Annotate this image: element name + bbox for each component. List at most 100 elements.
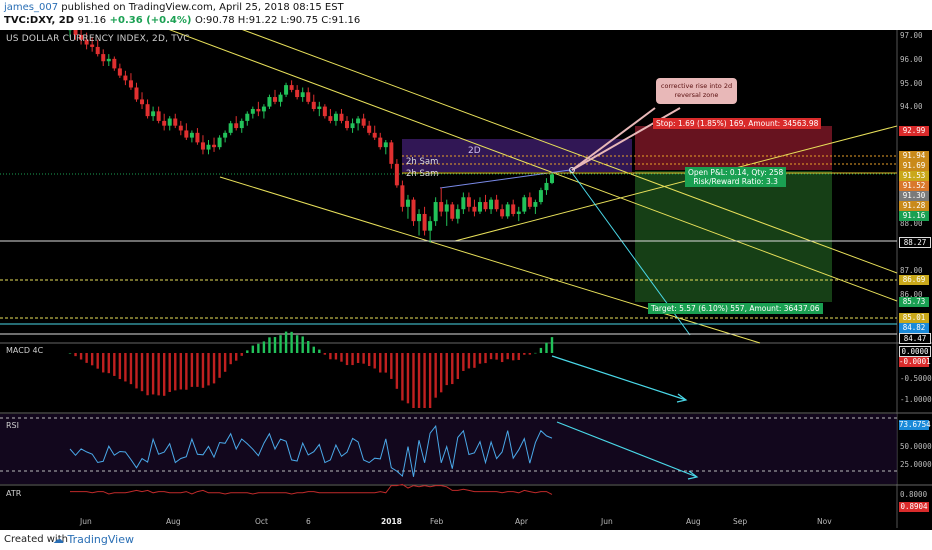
macd-bar <box>345 353 349 366</box>
macd-bar <box>462 353 465 371</box>
candle <box>73 30 78 35</box>
macd-bar <box>373 353 376 369</box>
macd-bar <box>329 353 332 360</box>
rsi-axis-label: 50.0000 <box>900 442 932 451</box>
macd-bar <box>135 353 138 389</box>
macd-bar <box>401 353 404 401</box>
date-label: Jun <box>80 517 92 526</box>
candle <box>533 202 538 207</box>
macd-bar <box>223 353 227 372</box>
macd-title: MACD 4C <box>6 346 44 355</box>
macd-bar <box>85 353 88 363</box>
candle <box>134 87 139 100</box>
macd-arrow-head <box>676 393 688 403</box>
annotation-callout[interactable]: corrective rise into 2d reversal zone <box>656 78 737 104</box>
macd-bar <box>229 353 232 365</box>
macd-bar <box>334 353 338 360</box>
candle <box>433 202 438 222</box>
price-tag: 91.53 <box>899 171 929 181</box>
candle <box>300 92 305 98</box>
macd-bar <box>451 353 454 385</box>
candle <box>151 111 156 117</box>
price-axis-label: 94.00 <box>900 102 923 111</box>
price-axis-label: 96.00 <box>900 55 923 64</box>
candle <box>516 211 521 214</box>
trend-channel <box>169 30 898 344</box>
ticker: TVC:DXY, 2D <box>4 15 75 26</box>
candle-series <box>68 30 554 243</box>
price-axis-label: 86.00 <box>900 290 923 299</box>
macd-bar <box>279 335 282 353</box>
macd-bar <box>473 353 476 368</box>
macd-bar <box>124 353 127 382</box>
macd-bar <box>118 353 122 380</box>
candle <box>261 106 266 112</box>
macd-bar <box>284 331 288 353</box>
tradingview-logo[interactable]: ☁ TradingView <box>53 533 134 546</box>
candle <box>389 142 394 164</box>
macd-bar <box>273 337 277 353</box>
candle <box>339 113 344 121</box>
date-label: 6 <box>306 517 311 526</box>
price-axis-label: 97.00 <box>900 31 923 40</box>
rsi-arrow <box>556 421 699 480</box>
candle <box>106 58 111 62</box>
symbol-title: US DOLLAR CURRENCY INDEX, 2D, TVC <box>6 34 190 44</box>
macd-bar <box>318 349 321 353</box>
macd-bar <box>423 353 426 408</box>
macd-bar <box>74 353 77 357</box>
macd-bar <box>340 353 343 362</box>
macd-bar <box>434 353 437 398</box>
macd-bar <box>323 353 327 355</box>
macd-bar <box>384 353 387 373</box>
candle <box>394 163 399 186</box>
macd-bar <box>251 345 255 353</box>
rsi-line <box>69 424 553 478</box>
candle <box>422 213 427 231</box>
reversal-point-marker <box>569 167 575 173</box>
candle <box>472 206 477 212</box>
candle <box>162 120 167 126</box>
macd-bar <box>456 353 460 380</box>
date-label: Aug <box>166 517 181 526</box>
candle <box>444 204 449 212</box>
macd-arrow-shaft <box>551 355 687 401</box>
macd-bar <box>218 353 221 378</box>
macd-bar <box>417 353 421 408</box>
macd-bar <box>201 353 205 388</box>
candle <box>145 104 150 117</box>
macd-bar <box>362 353 365 364</box>
candle <box>173 118 178 126</box>
candle <box>306 92 311 102</box>
candle <box>455 209 460 219</box>
macd-bar <box>356 353 360 363</box>
candle <box>245 113 250 121</box>
candle <box>544 182 549 191</box>
macd-bar <box>212 353 216 384</box>
candle <box>328 116 333 121</box>
candle <box>217 137 222 148</box>
macd-bar <box>478 353 482 364</box>
candle <box>256 108 261 112</box>
macd-bar <box>179 353 183 390</box>
candle <box>90 44 95 47</box>
price-tag: 91.16 <box>899 211 929 221</box>
macd-bar <box>162 353 166 396</box>
macd-bar <box>268 337 271 353</box>
target-label: Target: 5.57 (6.10%) 557, Amount: 36437.… <box>648 303 823 314</box>
macd-bar <box>190 353 194 387</box>
macd-axis-label: -1.0000 <box>900 395 932 404</box>
candle <box>361 118 366 126</box>
author-link[interactable]: james_007 <box>4 2 59 13</box>
price-change: +0.36 (+0.4%) <box>109 15 192 26</box>
price-tag: 91.28 <box>899 201 929 211</box>
date-label: Apr <box>515 517 528 526</box>
target-zone <box>635 171 832 302</box>
footer: Created with ☁ TradingView <box>0 530 932 550</box>
candle <box>311 101 316 109</box>
macd-bar <box>301 336 304 353</box>
brand-name: TradingView <box>67 533 134 546</box>
candle <box>239 120 244 129</box>
candle <box>367 125 372 133</box>
candle <box>289 85 294 90</box>
